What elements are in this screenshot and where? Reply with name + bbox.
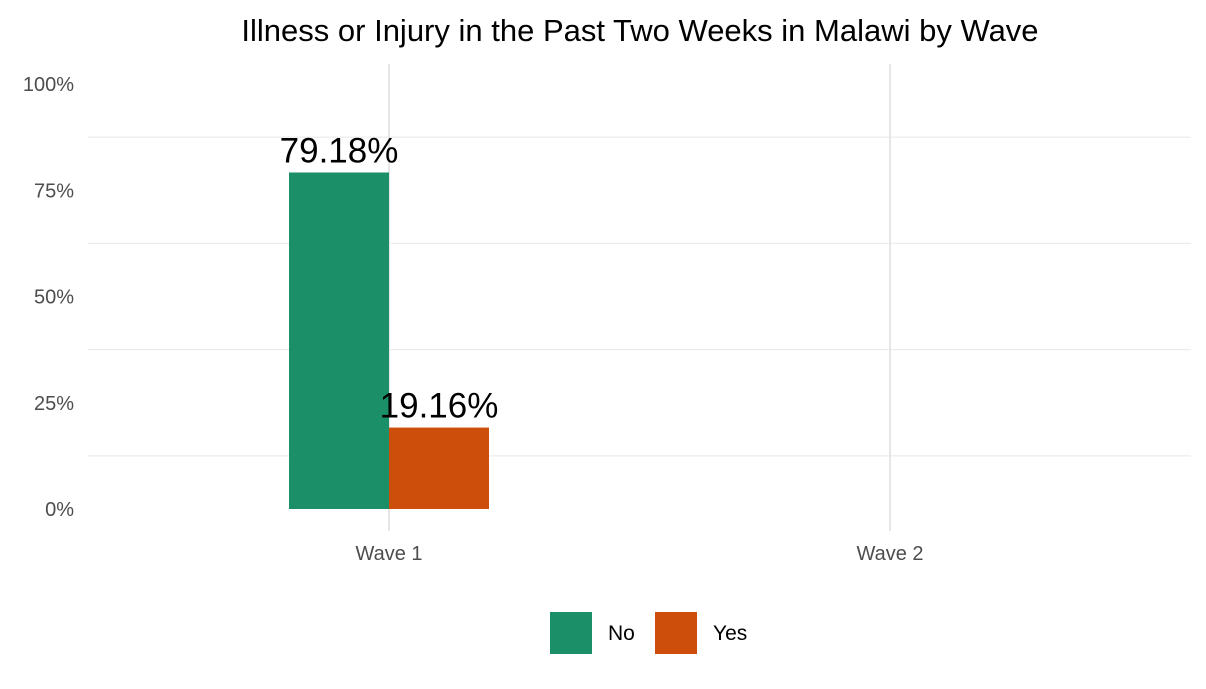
bar-value-label: 79.18% — [280, 131, 399, 170]
chart-title: Illness or Injury in the Past Two Weeks … — [241, 13, 1038, 48]
legend-label: Yes — [713, 622, 747, 645]
x-axis-ticks: Wave 1 Wave 2 — [355, 543, 923, 565]
data-labels: 79.18% 19.16% — [280, 131, 499, 425]
y-axis-ticks: 0% 25% 50% 75% 100% — [23, 74, 74, 521]
legend: No Yes — [550, 612, 747, 654]
y-tick-label: 50% — [34, 287, 74, 309]
y-tick-label: 75% — [34, 180, 74, 202]
bar-value-label: 19.16% — [380, 387, 499, 426]
legend-key-yes — [655, 612, 697, 654]
legend-label: No — [608, 622, 635, 645]
gridlines — [88, 64, 1191, 531]
bar-yes — [389, 427, 489, 509]
bar-no — [289, 172, 389, 510]
y-tick-label: 0% — [45, 499, 74, 521]
x-tick-label: Wave 2 — [856, 543, 923, 565]
y-tick-label: 25% — [34, 393, 74, 415]
y-tick-label: 100% — [23, 74, 74, 96]
bars — [289, 172, 489, 510]
legend-key-no — [550, 612, 592, 654]
x-tick-label: Wave 1 — [355, 543, 422, 565]
